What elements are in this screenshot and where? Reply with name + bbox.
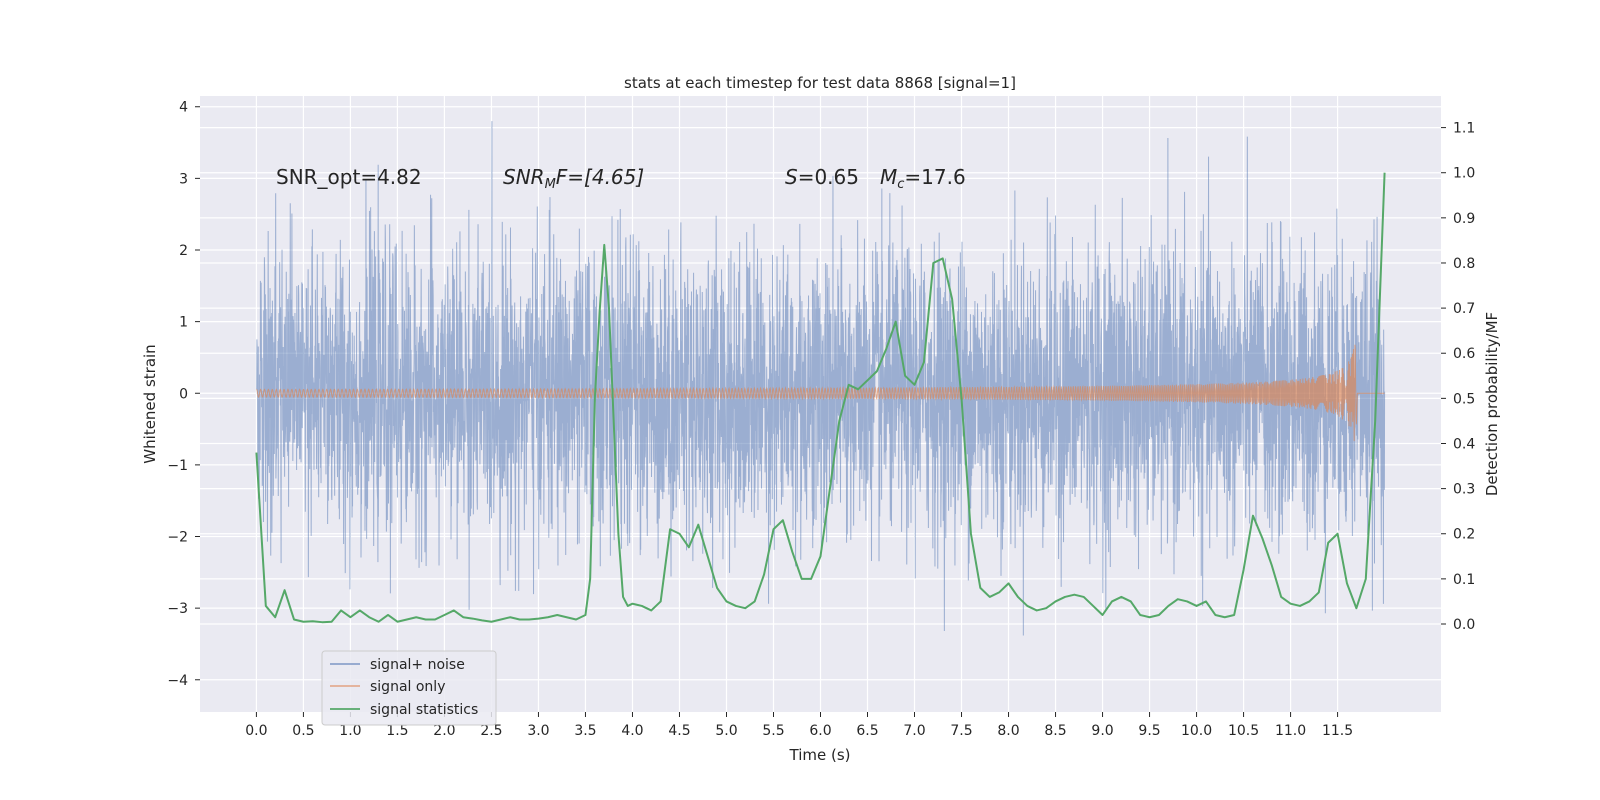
left-y-tick-label: 4 — [179, 100, 188, 116]
x-tick-label: 10.0 — [1181, 723, 1212, 739]
line-signal-plus-noise — [255, 121, 1386, 636]
x-tick-label: 0.0 — [245, 723, 267, 739]
x-tick-label: 5.0 — [715, 723, 737, 739]
series-signal-plus-noise — [255, 121, 1386, 636]
x-tick-label: 4.0 — [621, 723, 643, 739]
legend-box — [321, 650, 497, 726]
right-y-tick-label: 0.4 — [1453, 436, 1475, 452]
x-tick-label: 6.0 — [809, 723, 831, 739]
x-tick-label: 9.0 — [1091, 723, 1113, 739]
right-y-tick-label: 0.3 — [1453, 482, 1475, 498]
right-y-tick-label: 0.8 — [1453, 256, 1475, 272]
left-y-tick-label: 2 — [179, 243, 188, 259]
x-tick-label: 9.5 — [1138, 723, 1160, 739]
right-y-tick-label: 1.0 — [1453, 166, 1475, 182]
x-tick-label: 7.5 — [950, 723, 972, 739]
x-tick-label: 1.0 — [339, 723, 361, 739]
x-tick-label: 11.0 — [1275, 723, 1306, 739]
right-y-tick-label: 0.5 — [1453, 391, 1475, 407]
legend-label-signal-statistics: signal statistics — [370, 702, 478, 718]
legend-label-signal-only: signal only — [370, 679, 445, 695]
right-y-tick-label: 0.6 — [1453, 346, 1475, 362]
x-tick-label: 6.5 — [856, 723, 878, 739]
right-y-tick-label: 0.9 — [1453, 211, 1475, 227]
left-y-tick-label: 1 — [179, 315, 188, 331]
line-signal-statistics — [255, 172, 1386, 624]
chart-title: stats at each timestep for test data 886… — [624, 74, 1016, 92]
x-tick-label: 3.5 — [574, 723, 596, 739]
x-tick-label: 3.0 — [527, 723, 549, 739]
x-tick-label: 11.5 — [1322, 723, 1353, 739]
x-tick-label: 2.0 — [433, 723, 455, 739]
x-tick-label: 1.5 — [386, 723, 408, 739]
x-axis-label: Time (s) — [789, 746, 851, 764]
right-y-tick-label: 0.7 — [1453, 301, 1475, 317]
left-y-tick-label: 3 — [179, 171, 188, 187]
x-tick-label: 8.5 — [1044, 723, 1066, 739]
left-y-tick-label: 0 — [179, 386, 188, 402]
annotation-snr-opt: SNR_opt=4.82 — [276, 165, 422, 189]
x-tick-label: 0.5 — [292, 723, 314, 739]
series-signal-statistics — [255, 172, 1386, 624]
right-y-axis-ticks: 1.1 1.0 0.9 0.8 0.7 0.6 0.5 0.4 0.3 0.2 0.1 0.0 — [1441, 121, 1475, 633]
left-y-tick-label: −3 — [167, 601, 188, 617]
left-y-tick-label: −1 — [167, 458, 188, 474]
x-tick-label: 7.0 — [903, 723, 925, 739]
legend-label-signal-plus-noise: signal+ noise — [370, 657, 465, 673]
left-y-axis-label: Whitened strain — [141, 344, 159, 463]
annotation-chirp-mass: Mc=17.6 — [880, 165, 966, 192]
series-signal-only — [256, 344, 1385, 442]
x-axis-ticks: 0.0 0.5 1.0 1.5 2.0 2.5 3.0 3.5 4.0 4.5 5.0 5.5 6.0 6… — [245, 712, 1353, 739]
x-tick-label: 8.0 — [997, 723, 1019, 739]
right-y-tick-label: 0.0 — [1453, 617, 1475, 633]
line-signal-only — [256, 344, 1385, 442]
left-y-tick-label: −2 — [167, 530, 188, 546]
right-y-axis-label: Detection probability/MF — [1483, 312, 1501, 496]
legend: signal+ noise signal only signal statist… — [321, 650, 497, 726]
x-tick-label: 5.5 — [762, 723, 784, 739]
right-y-tick-label: 0.2 — [1453, 527, 1475, 543]
left-y-tick-label: −4 — [167, 673, 188, 689]
x-tick-label: 2.5 — [480, 723, 502, 739]
x-tick-label: 4.5 — [668, 723, 690, 739]
left-y-axis-ticks: 4 3 2 1 0 −1 −2 −3 −4 — [167, 100, 200, 689]
right-y-tick-label: 1.1 — [1453, 121, 1475, 137]
right-y-tick-label: 0.1 — [1453, 572, 1475, 588]
x-tick-label: 10.5 — [1228, 723, 1259, 739]
annotation-s-value: S=0.65 — [785, 165, 859, 189]
annotation-snr-mf: SNRMF=[4.65] — [503, 165, 644, 192]
